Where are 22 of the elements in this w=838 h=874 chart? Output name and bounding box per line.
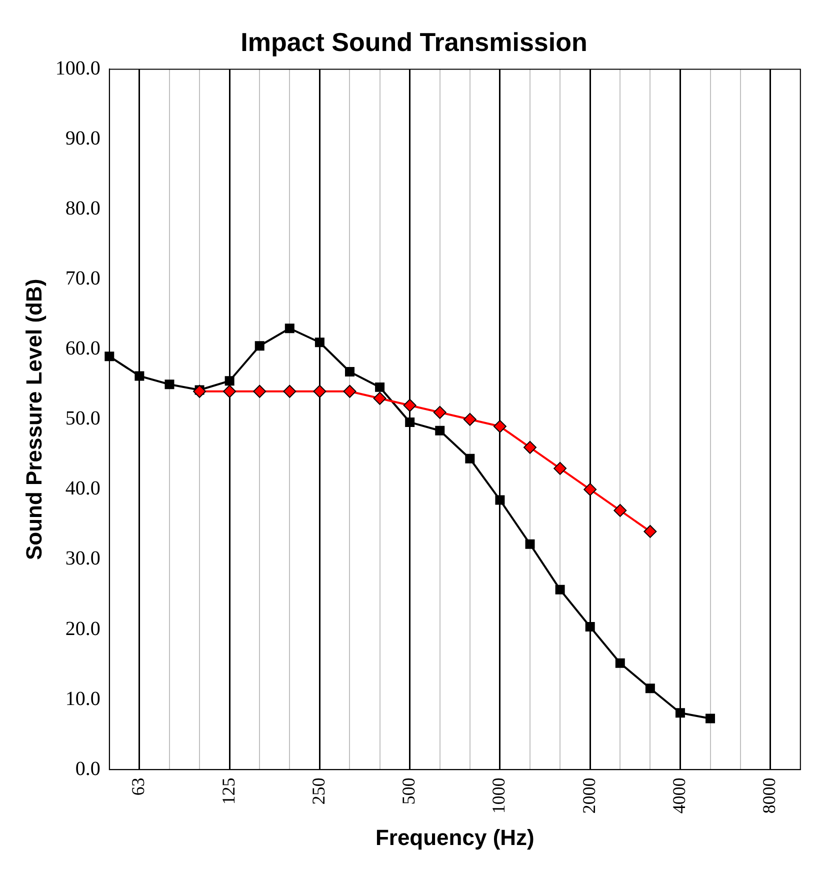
x-tick-label: 125 — [218, 778, 238, 805]
x-tick-label: 250 — [308, 778, 328, 805]
y-tick-label: 70.0 — [65, 268, 100, 290]
x-tick-label: 2000 — [578, 778, 599, 814]
y-tick-label: 30.0 — [65, 548, 100, 570]
chart-title: Impact Sound Transmission — [240, 26, 588, 57]
x-axis-title: Frequency (Hz) — [375, 824, 534, 850]
x-tick-label: 4000 — [668, 778, 689, 814]
y-tick-label: 10.0 — [65, 688, 100, 710]
x-tick-label: 500 — [398, 778, 419, 805]
y-tick-label: 100.0 — [55, 57, 100, 80]
y-tick-label: 90.0 — [65, 127, 100, 150]
y-axis-title: Sound Pressure Level (dB) — [21, 278, 46, 560]
y-tick-label: 50.0 — [65, 408, 100, 430]
x-tick-label: 8000 — [759, 778, 780, 814]
x-tick-label: 1000 — [488, 778, 509, 814]
y-tick-label: 60.0 — [65, 338, 100, 360]
x-tick-label: 63 — [128, 778, 148, 796]
y-tick-label: 40.0 — [65, 478, 100, 500]
y-tick-label: 0.0 — [75, 758, 100, 780]
y-tick-label: 80.0 — [65, 198, 100, 220]
y-tick-label: 20.0 — [65, 618, 100, 640]
